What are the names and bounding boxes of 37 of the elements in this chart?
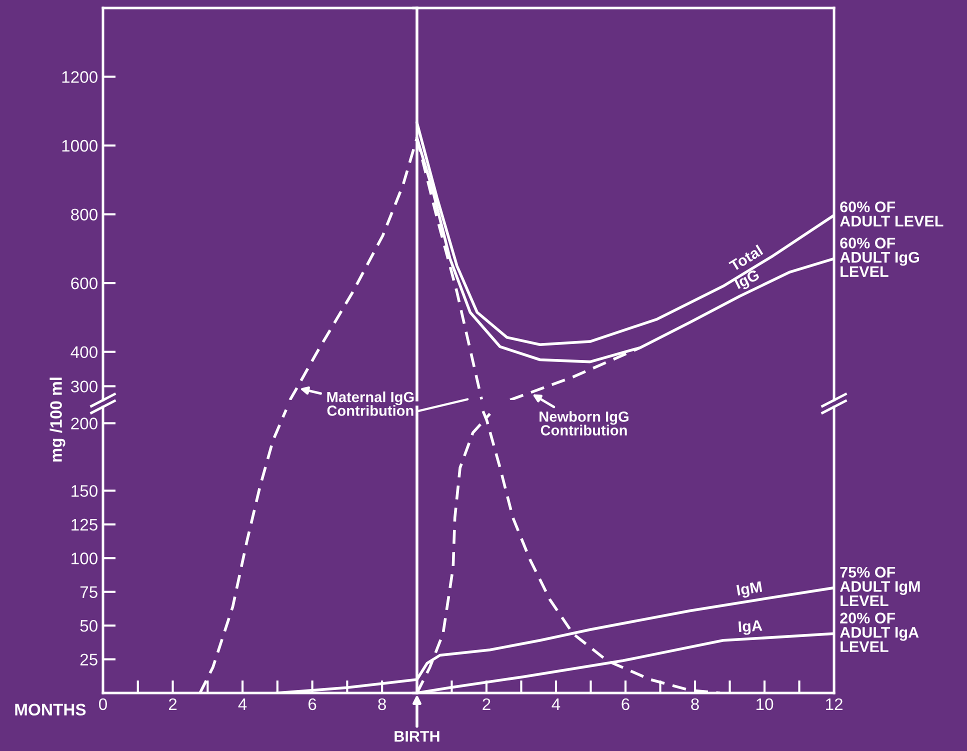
y-axis-title: mg /100 ml	[50, 378, 66, 462]
x-axis-title: MONTHS	[15, 704, 86, 716]
x-tick-label: 2	[482, 698, 490, 710]
y-tick-label: 600	[71, 277, 98, 290]
text: IgM	[736, 581, 763, 599]
y-tick-label: 100	[72, 552, 98, 564]
x-tick-label: 8	[378, 698, 386, 710]
series-label: IgA	[738, 620, 763, 636]
annotation: Maternal IgG Contribution	[327, 392, 414, 416]
annotation: 75% OF ADULT IgM LEVEL	[840, 566, 920, 606]
y-tick-label: 50	[80, 620, 98, 632]
x-tick-label: 6	[308, 698, 316, 710]
text: Total	[728, 244, 764, 272]
y-tick-label: 400	[70, 346, 98, 358]
annotation: 60% OF ADULT IgG LEVEL	[840, 238, 919, 277]
annotation: Newborn IgG Contribution	[540, 411, 628, 436]
x-tick-label: 4	[552, 698, 560, 710]
y-tick-label: 75	[80, 586, 98, 598]
y-tick-label: 1200	[62, 71, 98, 83]
annotation: 20% OF ADULT IgA LEVEL	[840, 612, 919, 652]
x-tick-label: 10	[756, 698, 774, 710]
x-tick-label: 2	[168, 698, 177, 710]
y-tick-label: 25	[80, 654, 98, 666]
annotation: 60% OF ADULT LEVEL	[840, 201, 944, 227]
y-tick-label: 800	[71, 208, 98, 220]
x-tick-label: 12	[826, 698, 842, 710]
x-tick-label: 6	[622, 698, 630, 710]
text: IgG	[734, 269, 762, 292]
y-tick-label: 125	[72, 518, 98, 531]
x-tick-label: 0	[99, 698, 107, 710]
y-tick-label: 300	[70, 380, 98, 392]
x-tick-label: 4	[238, 698, 247, 710]
y-tick-label: 150	[72, 485, 98, 497]
y-tick-label: 1000	[62, 140, 98, 152]
ref-line-label: BIRTH	[394, 731, 440, 742]
x-tick-label: 8	[691, 698, 699, 710]
y-tick-label: 200	[71, 418, 98, 430]
